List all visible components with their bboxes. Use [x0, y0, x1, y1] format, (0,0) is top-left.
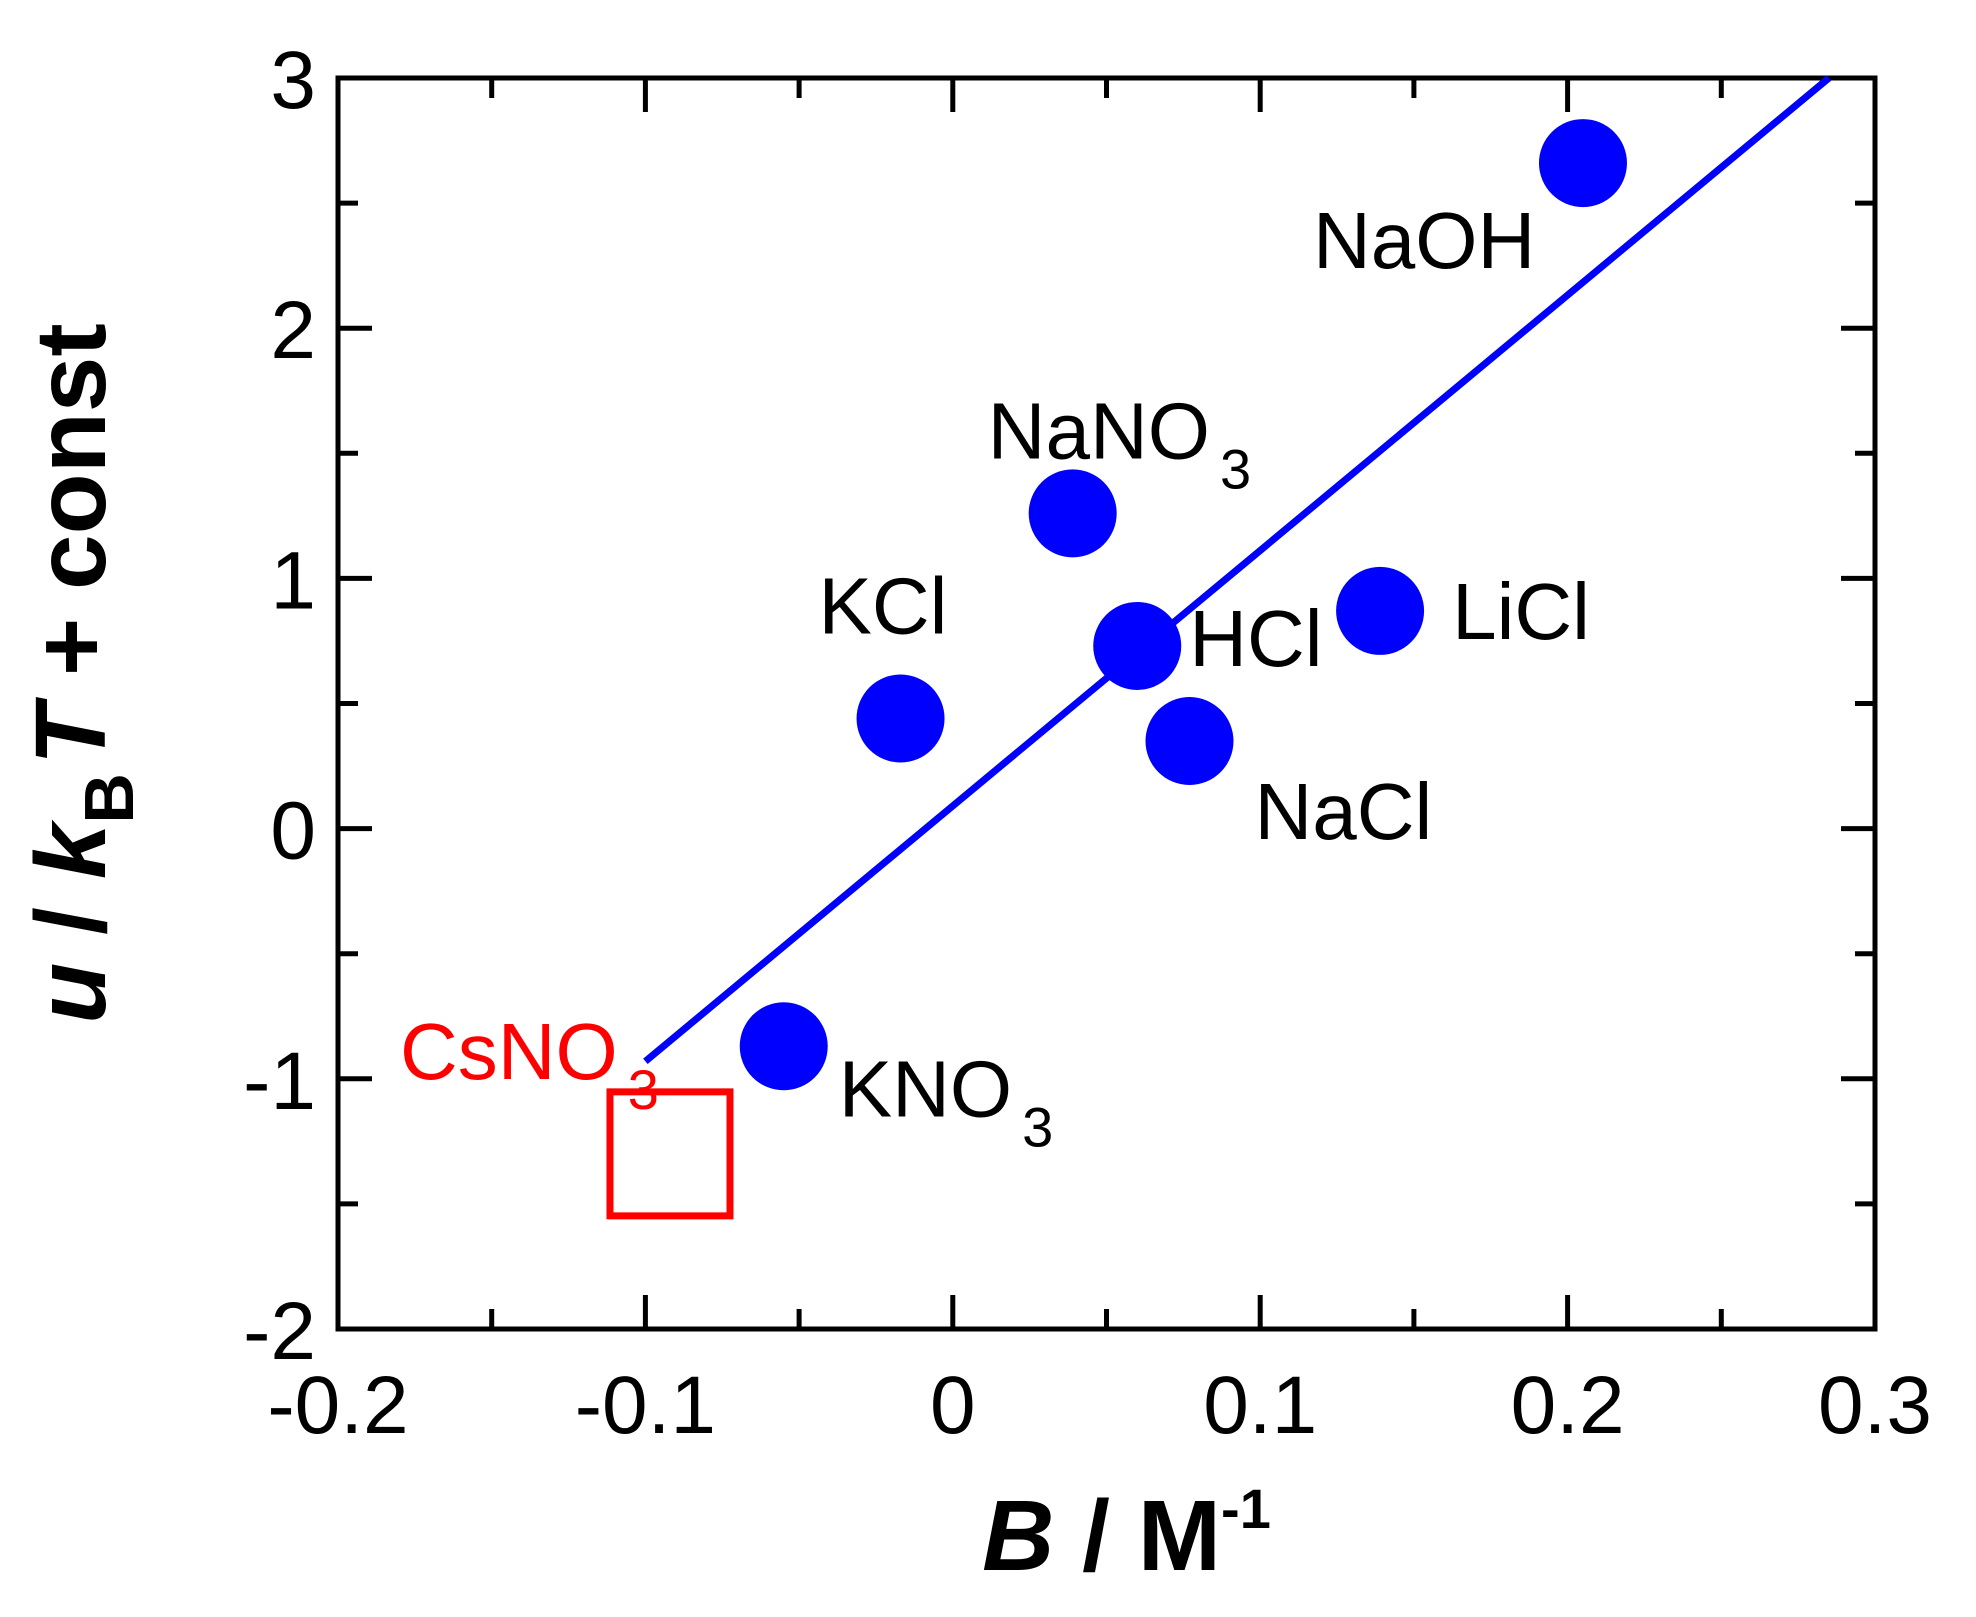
x-tick-label: 0 — [930, 1360, 976, 1451]
x-tick-label: 0.2 — [1511, 1360, 1625, 1451]
plot-frame — [335, 75, 1878, 1332]
point-label-csno3: CsNO 3 — [400, 1007, 659, 1121]
data-point-hcl — [1093, 601, 1182, 690]
point-label-naoh: NaOH — [1313, 196, 1535, 285]
point-label-nano3: NaNO 3 — [988, 386, 1251, 500]
y-tick-label: -1 — [243, 1036, 316, 1127]
x-tick-label: -0.2 — [267, 1360, 408, 1451]
x-axis-title: B / M-1 — [982, 1477, 1271, 1592]
point-label-licl: LiCl — [1452, 567, 1590, 656]
y-tick-label: 3 — [270, 35, 316, 126]
x-tick-label: 0.1 — [1203, 1360, 1317, 1451]
data-point-nacl — [1145, 697, 1234, 786]
fit-line — [643, 75, 1832, 1064]
y-axis-title: u / kBT + const — [15, 323, 148, 1023]
point-label-kcl: KCl — [819, 562, 948, 651]
x-tick-label: -0.1 — [575, 1360, 716, 1451]
y-tick-label: 0 — [270, 786, 316, 877]
point-label-kno3: KNO 3 — [839, 1044, 1054, 1158]
y-tick-label: -2 — [243, 1286, 316, 1377]
data-point-csno3 — [606, 1088, 734, 1220]
point-label-nacl: NaCl — [1254, 767, 1432, 856]
data-point-kno3 — [739, 1002, 828, 1091]
data-point-kcl — [856, 674, 945, 763]
data-point-licl — [1336, 566, 1425, 655]
y-tick-label: 2 — [270, 285, 316, 376]
point-label-hcl: HCl — [1189, 594, 1322, 683]
data-point-naoh — [1538, 119, 1627, 208]
y-tick-label: 1 — [270, 535, 316, 626]
x-tick-label: 0.3 — [1818, 1360, 1932, 1451]
data-point-nano3 — [1028, 469, 1117, 558]
